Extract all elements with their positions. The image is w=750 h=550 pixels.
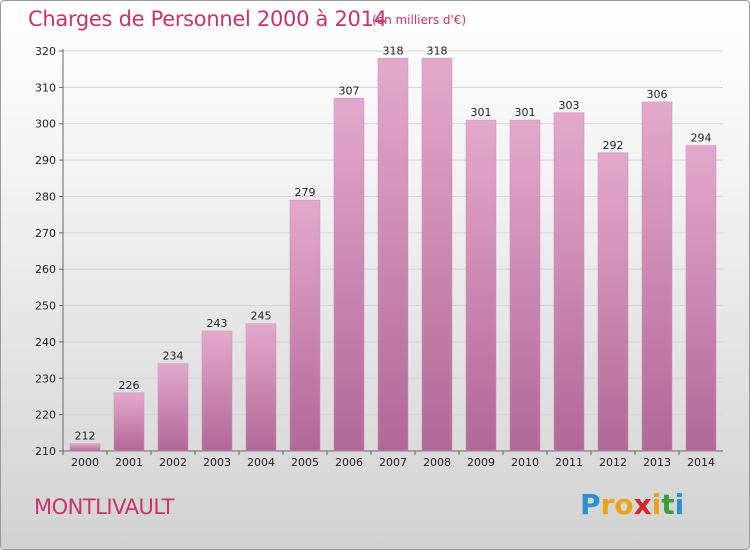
data-label: 303 [559,99,580,112]
data-label: 318 [383,44,404,57]
bar [333,98,365,452]
logo-letter: i [674,488,685,521]
y-tick-label: 230 [35,372,56,385]
y-tick-label: 280 [35,190,56,203]
x-tick-label: 2008 [423,456,451,469]
logo-letter: r [600,488,615,521]
y-tick-label: 240 [35,336,56,349]
data-label: 301 [515,106,536,119]
bar [201,330,233,452]
bar [685,145,717,452]
x-tick-label: 2004 [247,456,275,469]
y-tick-label: 290 [35,154,56,167]
data-label: 318 [427,44,448,57]
bar [69,443,101,452]
data-label: 234 [163,350,184,363]
chart-title: Charges de Personnel 2000 à 2014 [28,7,387,31]
logo-letter: x [633,488,652,521]
x-tick-label: 2000 [71,456,99,469]
data-label: 306 [647,88,668,101]
data-label: 226 [119,379,140,392]
bar [113,392,145,452]
x-tick-label: 2009 [467,456,495,469]
x-tick-label: 2013 [643,456,671,469]
chart-subtitle: (en milliers d'€) [372,13,467,27]
commune-name: MONTLIVAULT [34,495,174,519]
bar [553,112,585,452]
x-tick-label: 2005 [291,456,319,469]
y-tick-label: 260 [35,263,56,276]
bars [69,58,717,452]
data-label: 245 [251,310,272,323]
data-labels: 212 226 234 243 245 279 307 318 318 301 301 303 292 3… [75,44,712,442]
data-label: 301 [471,106,492,119]
y-tick-label: 210 [35,445,56,458]
x-tick-label: 2006 [335,456,363,469]
bar [245,323,277,452]
bar [157,363,189,452]
proxiti-logo: Proxiti [580,488,684,521]
bar [377,58,409,452]
logo-letter: i [651,488,662,521]
bar [641,101,673,452]
y-tick-label: 310 [35,81,56,94]
x-tick-label: 2002 [159,456,187,469]
x-tick-label: 2011 [555,456,583,469]
logo-letter: P [580,488,601,521]
y-tick-label: 320 [35,45,56,58]
data-label: 279 [295,186,316,199]
bar [597,152,629,452]
x-tick-label: 2010 [511,456,539,469]
x-tick-label: 2014 [687,456,715,469]
data-label: 294 [691,132,712,145]
logo-letter: t [661,488,675,521]
data-label: 307 [339,84,360,97]
y-tick-label: 270 [35,227,56,240]
y-tick-label: 220 [35,409,56,422]
logo-letter: o [614,488,634,521]
bar [509,119,541,452]
data-label: 243 [207,317,228,330]
x-tick-label: 2003 [203,456,231,469]
bar [465,119,497,452]
x-tick-label: 2007 [379,456,407,469]
x-tick-label: 2001 [115,456,143,469]
bar [289,199,321,452]
y-tick-label: 250 [35,300,56,313]
x-tick-label: 2012 [599,456,627,469]
data-label: 292 [603,139,624,152]
data-label: 212 [75,430,96,443]
y-tick-label: 300 [35,118,56,131]
bar [421,58,453,452]
